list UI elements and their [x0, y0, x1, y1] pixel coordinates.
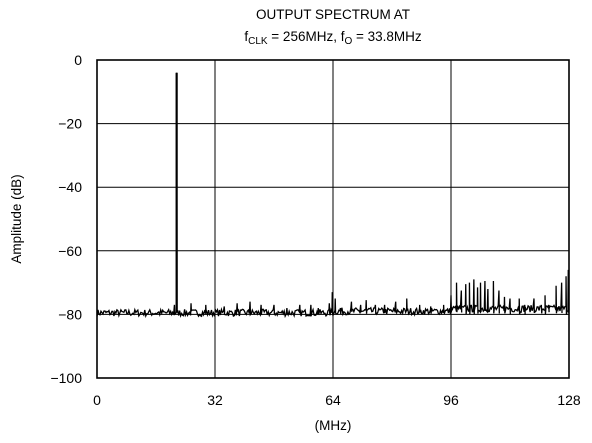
title-subscript-clk: CLK: [248, 36, 268, 47]
title-part-clk-value: = 256MHz, f: [268, 29, 345, 44]
spectrum-trace: [96, 72, 570, 319]
x-tick-label: 64: [325, 392, 341, 408]
x-tick-label: 32: [207, 392, 223, 408]
chart-title-line2: fCLK = 256MHz, fO = 33.8MHz: [244, 29, 422, 47]
plot-frame: [96, 59, 570, 379]
grid-lines: [97, 60, 569, 378]
title-subscript-o: O: [344, 36, 352, 47]
y-tick-label: 0: [74, 52, 82, 68]
y-axis-ticks: 0 −20 −40 −60 −80 −100: [50, 52, 82, 386]
y-tick-label: −40: [58, 179, 82, 195]
title-part-fo-value: = 33.8MHz: [352, 29, 422, 44]
x-tick-label: 0: [93, 392, 101, 408]
x-axis-ticks: 0 32 64 96 128: [93, 392, 581, 408]
y-tick-label: −60: [58, 243, 82, 259]
y-tick-label: −20: [58, 116, 82, 132]
chart-title-line1: OUTPUT SPECTRUM AT: [256, 7, 410, 22]
x-tick-label: 96: [443, 392, 459, 408]
y-tick-label: −80: [58, 306, 82, 322]
x-axis-label: (MHz): [315, 418, 352, 433]
y-axis-label: Amplitude (dB): [9, 174, 24, 263]
y-tick-label: −100: [50, 370, 82, 386]
x-tick-label: 128: [557, 392, 581, 408]
title-part-f-clk: f: [244, 29, 248, 44]
spectrum-series: [96, 72, 570, 319]
